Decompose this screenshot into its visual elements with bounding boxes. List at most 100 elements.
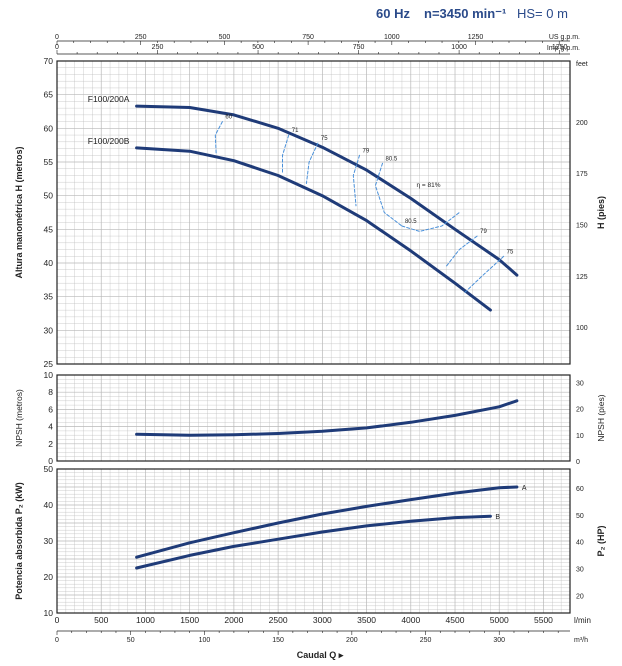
npsh-ytick-right-label: 20 — [576, 407, 584, 414]
power-grid — [56, 468, 571, 614]
head-curve-label: F100/200B — [88, 136, 130, 146]
speed-label: n=3450 min⁻¹ — [424, 6, 507, 21]
m3h-tick-label: 300 — [493, 637, 505, 644]
head-ytick-label: 30 — [44, 325, 54, 335]
lmin-tick-label: 3500 — [357, 615, 376, 625]
head-ytick-label: 70 — [44, 56, 54, 66]
npsh-ytick-label: 2 — [48, 439, 53, 449]
head-ytick-label: 50 — [44, 191, 54, 201]
imp-gpm-tick-label: 750 — [353, 44, 365, 51]
power-ytick-right-label: 40 — [576, 540, 584, 547]
npsh-ytick-label: 0 — [48, 456, 53, 466]
efficiency-line — [352, 154, 360, 207]
power-ytick-label: 20 — [44, 572, 54, 582]
m3h-tick-label: 50 — [127, 637, 135, 644]
m3h-tick-label: 150 — [272, 637, 284, 644]
head-ytick-right-label: 175 — [576, 171, 588, 178]
lmin-tick-label: 4000 — [401, 615, 420, 625]
imp-gpm-tick-label: 0 — [55, 44, 59, 51]
lmin-tick-label: 500 — [94, 615, 108, 625]
head-ytick-label: 55 — [44, 157, 54, 167]
m3h-tick-label: 250 — [420, 637, 432, 644]
lmin-tick-label: 5000 — [490, 615, 509, 625]
power-ylabel-right: P₂ (HP) — [596, 525, 606, 556]
npsh-ytick-right-label: 10 — [576, 433, 584, 440]
efficiency-line — [282, 134, 290, 173]
head-curve-a — [135, 104, 519, 277]
head-ytick-right-label: 200 — [576, 120, 588, 127]
npsh-ytick-label: 10 — [44, 370, 54, 380]
power-ytick-label: 10 — [44, 608, 54, 618]
npsh-frame — [56, 374, 571, 462]
imp-gpm-tick-label: 1000 — [451, 44, 467, 51]
power-ytick-right-label: 50 — [576, 513, 584, 520]
npsh-ylabel: NPSH (metros) — [14, 389, 24, 447]
head-ytick-right-label: 125 — [576, 274, 588, 281]
efficiency-label: 79 — [480, 229, 487, 235]
efficiency-line — [214, 121, 223, 155]
npsh-ytick-label: 8 — [48, 387, 53, 397]
power-ytick-right-label: 20 — [576, 593, 584, 600]
lmin-tick-label: 2000 — [224, 615, 243, 625]
frequency-label: 60 Hz — [376, 6, 410, 21]
efficiency-line — [305, 142, 319, 184]
head-ytick-label: 40 — [44, 258, 54, 268]
power-ytick-label: 30 — [44, 536, 54, 546]
efficiency-label: 80.5 — [385, 156, 397, 162]
head-ylabel: Altura manométrica H (metros) — [14, 146, 24, 278]
lmin-tick-label: 1500 — [180, 615, 199, 625]
us-gpm-tick-label: 0 — [55, 34, 59, 41]
efficiency-line — [445, 235, 478, 267]
lmin-tick-label: 0 — [55, 615, 60, 625]
head-frame — [56, 60, 571, 365]
head-ytick-right-label: 100 — [576, 325, 588, 332]
power-ylabel: Potencia absorbida P₂ (kW) — [14, 482, 24, 600]
npsh-grid — [56, 374, 571, 462]
head-feet-unit: feet — [576, 61, 588, 68]
efficiency-label: 79 — [362, 148, 369, 154]
imp-gpm-unit: Imp g.p.m. — [547, 45, 580, 52]
efficiency-line — [401, 212, 460, 232]
lmin-tick-label: 4500 — [446, 615, 465, 625]
head-ytick-label: 45 — [44, 224, 54, 234]
lmin-tick-label: 5500 — [534, 615, 553, 625]
power-curve-a — [135, 485, 519, 559]
power-ytick-label: 50 — [44, 464, 54, 474]
m3h-tick-label: 100 — [199, 637, 211, 644]
efficiency-label: 80.5 — [405, 219, 417, 225]
imp-gpm-tick-label: 1250 — [552, 44, 568, 51]
head-ytick-label: 25 — [44, 359, 54, 369]
m3h-tick-label: 0 — [55, 637, 59, 644]
lmin-unit: l/min — [574, 616, 591, 625]
efficiency-label: 60 — [225, 115, 232, 121]
power-curve-label: A — [522, 485, 527, 492]
us-gpm-tick-label: 1000 — [384, 34, 400, 41]
power-curve-label: B — [495, 514, 500, 521]
m3h-tick-label: 200 — [346, 637, 358, 644]
efficiency-line — [374, 162, 403, 227]
npsh-ytick-right-label: 30 — [576, 380, 584, 387]
us-gpm-tick-label: 750 — [302, 34, 314, 41]
efficiency-label: 75 — [507, 249, 514, 255]
us-gpm-tick-label: 500 — [219, 34, 231, 41]
xlabel: Caudal Q ▸ — [297, 650, 344, 660]
efficiency-label: 75 — [321, 136, 328, 142]
power-ytick-right-label: 30 — [576, 566, 584, 573]
head-curve-b — [135, 146, 492, 312]
power-ytick-label: 40 — [44, 500, 54, 510]
power-curve-b — [135, 514, 492, 570]
head-ytick-label: 60 — [44, 123, 54, 133]
lmin-tick-label: 3000 — [313, 615, 332, 625]
power-frame — [56, 468, 571, 614]
imp-gpm-tick-label: 500 — [252, 44, 264, 51]
efficiency-max-label: η = 81% — [416, 182, 440, 189]
npsh-ylabel-right: NPSH (pies) — [596, 394, 606, 441]
npsh-ytick-right-label: 0 — [576, 459, 580, 466]
head-ytick-right-label: 150 — [576, 222, 588, 229]
efficiency-label: 71 — [292, 128, 299, 134]
us-gpm-tick-label: 250 — [135, 34, 147, 41]
hs-label: HS= 0 m — [517, 6, 568, 21]
head-curve-label: F100/200A — [88, 94, 130, 104]
efficiency-line — [463, 255, 505, 294]
